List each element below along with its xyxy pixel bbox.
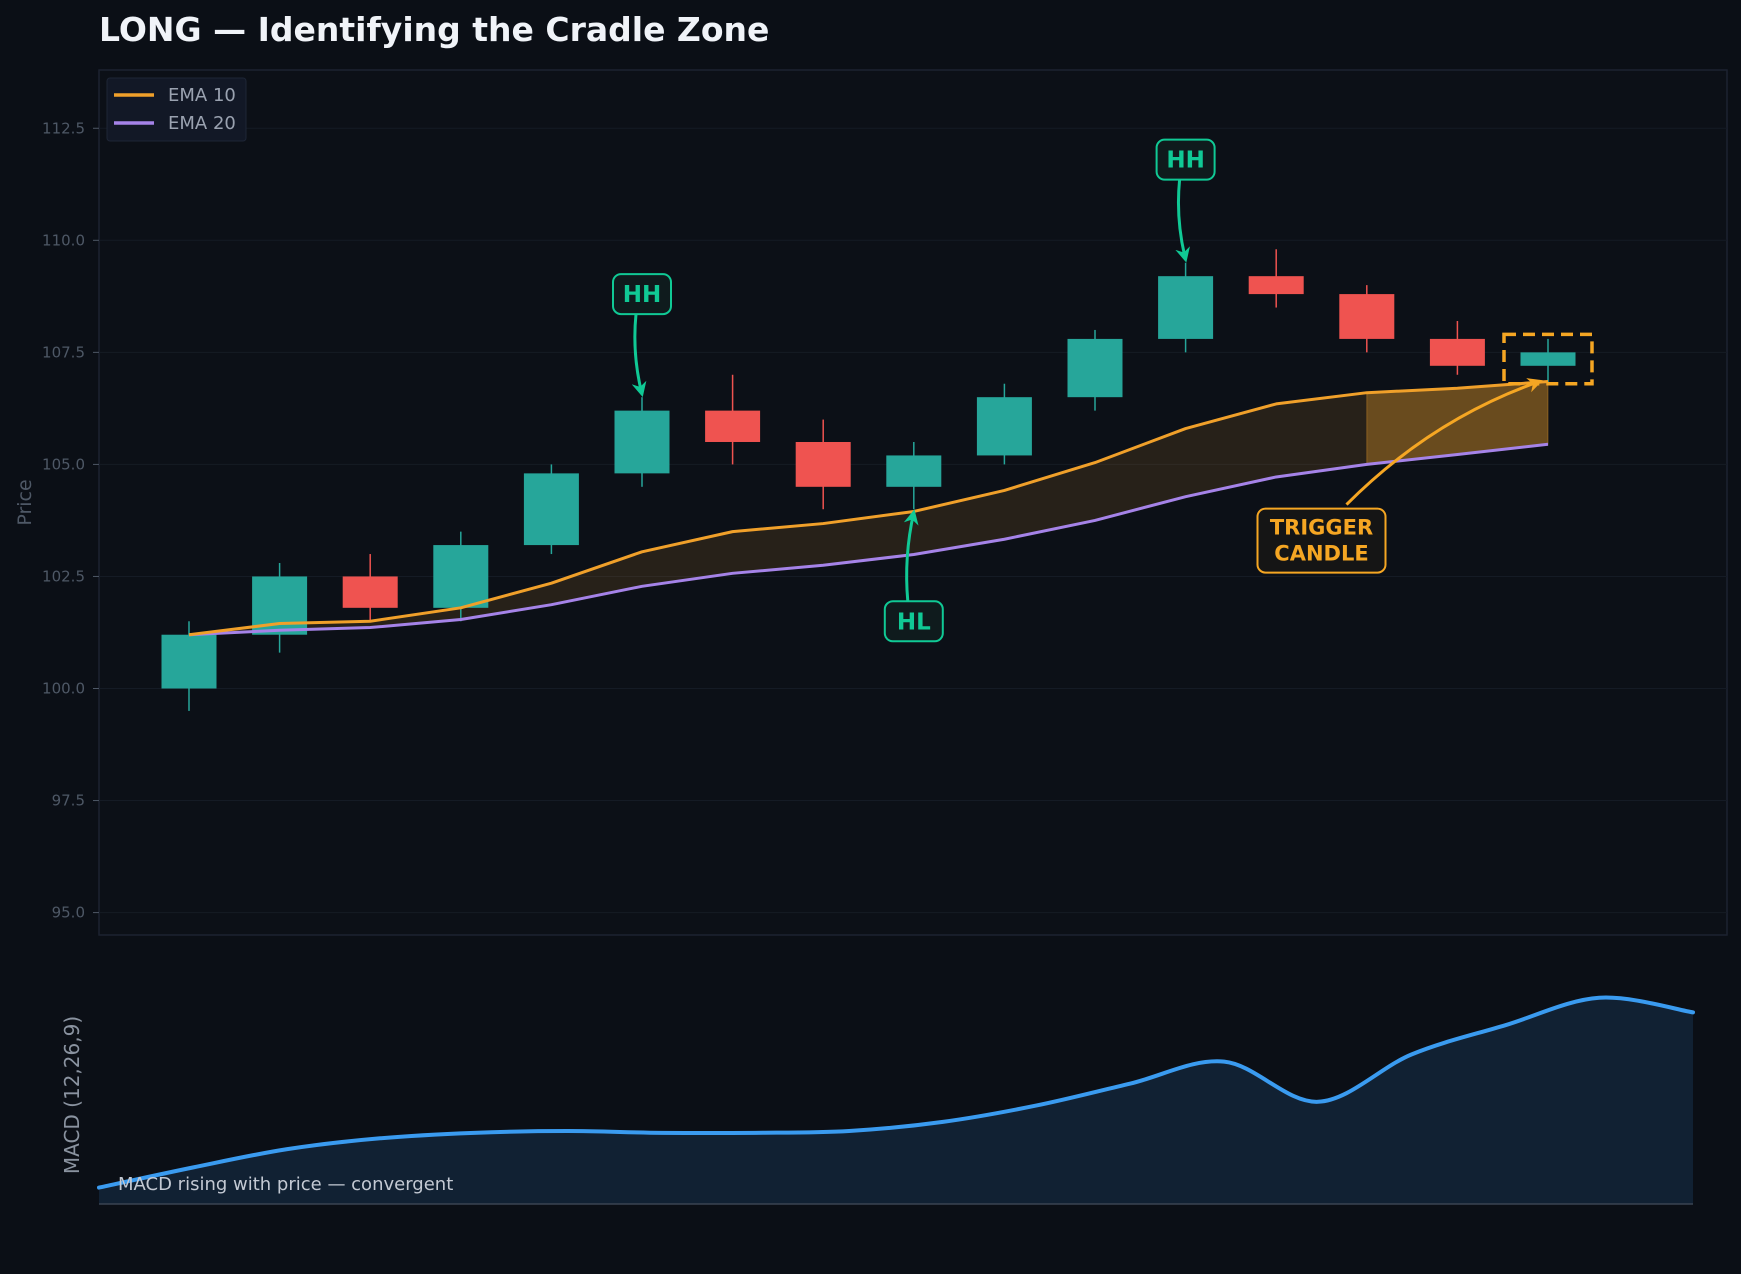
candlesticks (161, 249, 1576, 711)
candle-body (976, 397, 1032, 456)
bullish-candle (1067, 329, 1123, 411)
y-tick-label: 102.5 (42, 567, 85, 585)
bearish-candle (705, 374, 761, 465)
y-tick-label: 110.0 (42, 231, 85, 249)
legend-ema10: EMA 10 (168, 85, 236, 106)
legend: EMA 10 EMA 20 (106, 77, 247, 142)
trigger-label-line: CANDLE (1274, 542, 1368, 566)
candle-body (705, 410, 761, 442)
y-tick-label: 107.5 (42, 343, 85, 361)
annotation-label: HH (1166, 148, 1205, 174)
candle-body (161, 634, 217, 689)
bearish-candle (342, 554, 398, 622)
bullish-candle (433, 531, 489, 622)
price-axis-label: Price (14, 479, 36, 525)
annotation-box (612, 273, 672, 316)
annotation-1: HH (1155, 138, 1216, 263)
bullish-candle (523, 464, 579, 555)
annotation-arrow (631, 313, 647, 398)
bullish-candle (161, 621, 217, 711)
trigger-box (1256, 507, 1387, 574)
macd-axis-label: MACD (12,26,9) (60, 1016, 84, 1174)
annotation-2: HL (883, 509, 944, 643)
annotation-label: HL (897, 609, 931, 635)
bullish-candle (1520, 338, 1576, 384)
candle-body (1339, 294, 1395, 339)
macd-annotation: MACD rising with price — convergent (118, 1174, 453, 1195)
candle-body (1067, 338, 1123, 398)
macd-panel (97, 995, 1695, 1205)
annotation-0: HH (612, 273, 672, 398)
candle-body (523, 473, 579, 546)
ema20-line (188, 442, 1549, 637)
candle-body (342, 576, 398, 608)
annotation-label: HH (623, 282, 662, 308)
price-axis-ticks: 95.0 97.5 100.0 102.5 105.0 107.5 110.0 112.5 (42, 119, 99, 922)
y-tick-label: 100.0 (42, 679, 85, 697)
ema10-line (188, 379, 1549, 637)
trigger-highlight-box (1502, 332, 1594, 386)
ema-band-fill (189, 381, 1548, 635)
candle-body (433, 545, 489, 608)
candle-body (1520, 352, 1576, 366)
y-tick-label: 95.0 (52, 904, 85, 922)
candle-body (886, 455, 942, 487)
bullish-candle (886, 441, 942, 510)
candle-body (1429, 338, 1485, 366)
bearish-candle (795, 419, 851, 510)
annotation-arrow (903, 509, 919, 602)
chart-title: LONG — Identifying the Cradle Zone (99, 10, 769, 49)
y-tick-label: 105.0 (42, 455, 85, 473)
candle-body (1158, 276, 1214, 339)
price-panel (98, 69, 1728, 936)
legend-ema20: EMA 20 (168, 113, 236, 134)
trigger-label-line: TRIGGER (1270, 516, 1373, 540)
bullish-candle (976, 383, 1032, 465)
bullish-candle (1158, 262, 1214, 353)
macd-line (97, 995, 1695, 1190)
y-tick-label: 112.5 (42, 119, 85, 137)
bearish-candle (1429, 320, 1485, 375)
bullish-candle (614, 397, 670, 487)
trigger-arrow (1345, 378, 1543, 506)
candle-body (795, 441, 851, 487)
bearish-candle (1339, 285, 1395, 353)
annotation-box (883, 600, 944, 643)
annotation-box (1155, 138, 1216, 181)
annotation-arrow (1175, 179, 1190, 263)
bearish-candle (1248, 249, 1304, 308)
candle-body (614, 410, 670, 474)
y-tick-label: 97.5 (52, 792, 85, 810)
ema-lines (188, 379, 1549, 637)
candle-body (1248, 276, 1304, 295)
macd-area-fill (99, 997, 1693, 1204)
